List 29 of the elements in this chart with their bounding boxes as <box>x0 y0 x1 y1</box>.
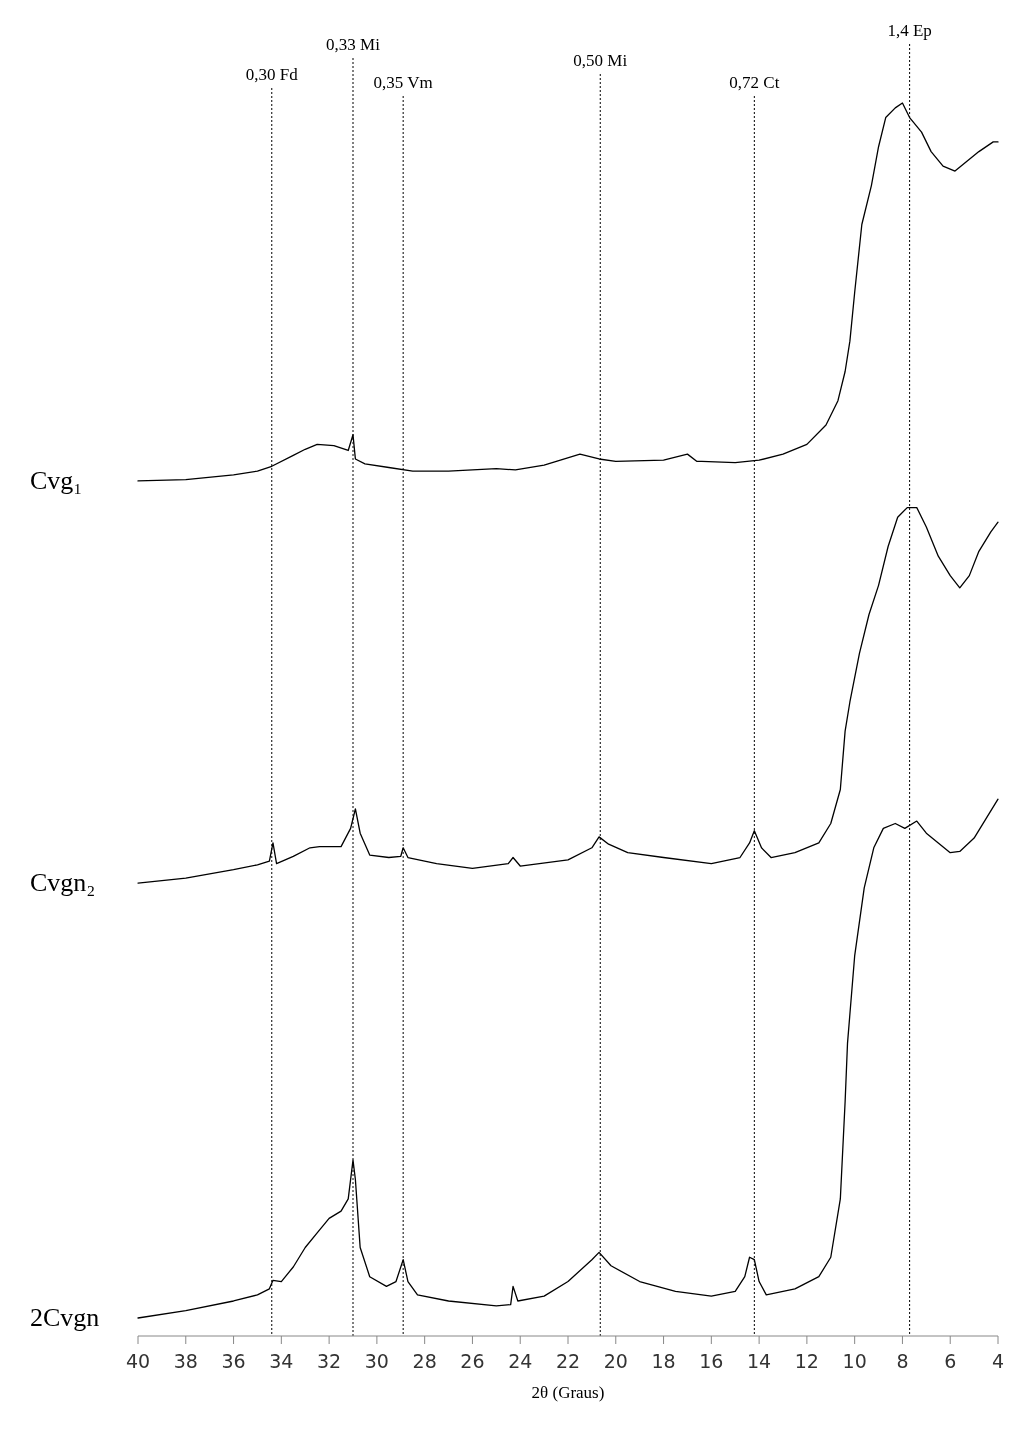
x-tick-label: 26 <box>460 1350 485 1372</box>
ref-line-label: 1,4 Ep <box>887 21 932 40</box>
x-tick-label: 34 <box>269 1350 294 1372</box>
x-tick-label: 28 <box>412 1350 437 1372</box>
x-tick-label: 20 <box>603 1350 628 1372</box>
x-tick-label: 10 <box>842 1350 867 1372</box>
x-tick-label: 36 <box>221 1350 246 1372</box>
x-axis-title: 2θ (Graus) <box>531 1383 605 1402</box>
text: Cvg₁ <box>30 465 83 495</box>
x-tick-label: 6 <box>944 1350 957 1372</box>
series-label: Cvgn₂ <box>30 868 96 898</box>
ref-line-label: 0,72 Ct <box>729 73 780 92</box>
x-tick-label: 24 <box>508 1350 533 1372</box>
ref-line-label: 0,30 Fd <box>245 65 299 84</box>
series-label: 2Cvgn <box>30 1303 100 1332</box>
x-tick-label: 30 <box>364 1350 389 1372</box>
x-tick-label: 12 <box>794 1350 819 1372</box>
ref-line-label: 0,50 Mi <box>573 51 628 70</box>
ref-line-label: 0,35 Vm <box>373 73 433 92</box>
x-tick-label: 22 <box>555 1350 581 1372</box>
x-tick-label: 4 <box>991 1350 1005 1372</box>
x-tick-label: 40 <box>125 1350 151 1372</box>
x-tick-label: 18 <box>651 1350 676 1372</box>
x-tick-label: 32 <box>317 1350 342 1372</box>
x-tick-label: 38 <box>173 1350 198 1372</box>
x-tick-label: 16 <box>699 1350 724 1372</box>
x-tick-label: 8 <box>896 1350 909 1372</box>
ref-line-label: 0,33 Mi <box>326 35 381 54</box>
x-tick-label: 14 <box>747 1350 772 1372</box>
